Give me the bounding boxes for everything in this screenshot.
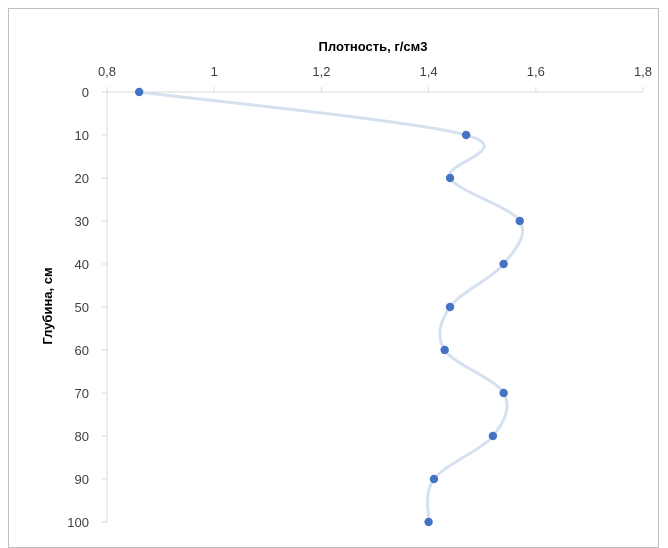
data-point xyxy=(488,431,498,441)
y-tick-label: 60 xyxy=(75,343,89,358)
x-tick-label: 1,4 xyxy=(420,64,438,79)
y-tick-label: 100 xyxy=(67,515,89,530)
chart-frame xyxy=(8,8,659,548)
data-point xyxy=(424,517,433,527)
y-tick-label: 20 xyxy=(75,171,89,186)
y-tick-label: 10 xyxy=(75,128,89,143)
x-tick-label: 0,8 xyxy=(98,64,116,79)
y-axis-ticks: 0 10 20 30 40 50 60 70 80 90 100 xyxy=(67,85,107,530)
y-tick-label: 40 xyxy=(75,257,89,272)
data-point xyxy=(134,87,144,97)
y-tick-label: 70 xyxy=(75,386,89,401)
y-tick-label: 0 xyxy=(82,85,89,100)
x-tick-label: 1,8 xyxy=(634,64,652,79)
x-axis-ticks: 0,8 1 1,2 1,4 1,6 1,8 xyxy=(98,64,652,92)
series-line xyxy=(137,90,525,524)
data-point xyxy=(499,388,508,398)
y-tick-label: 30 xyxy=(75,214,89,229)
x-tick-label: 1,6 xyxy=(527,64,545,79)
data-point xyxy=(445,173,455,183)
data-point xyxy=(445,302,455,312)
data-point xyxy=(429,474,439,484)
data-points xyxy=(134,87,524,527)
x-tick-label: 1,2 xyxy=(312,64,330,79)
density-depth-chart: Плотность, г/см3 Глубина, см 0,8 1 1,2 1,4 1… xyxy=(40,39,652,530)
data-point xyxy=(440,345,449,355)
y-tick-label: 50 xyxy=(75,300,89,315)
data-point xyxy=(499,259,508,269)
y-tick-label: 90 xyxy=(75,472,89,487)
y-tick-label: 80 xyxy=(75,429,89,444)
x-axis-title: Плотность, г/см3 xyxy=(319,39,428,54)
data-point xyxy=(515,216,524,226)
x-tick-label: 1 xyxy=(211,64,218,79)
data-point xyxy=(461,130,471,140)
y-axis-title: Глубина, см xyxy=(40,267,55,344)
